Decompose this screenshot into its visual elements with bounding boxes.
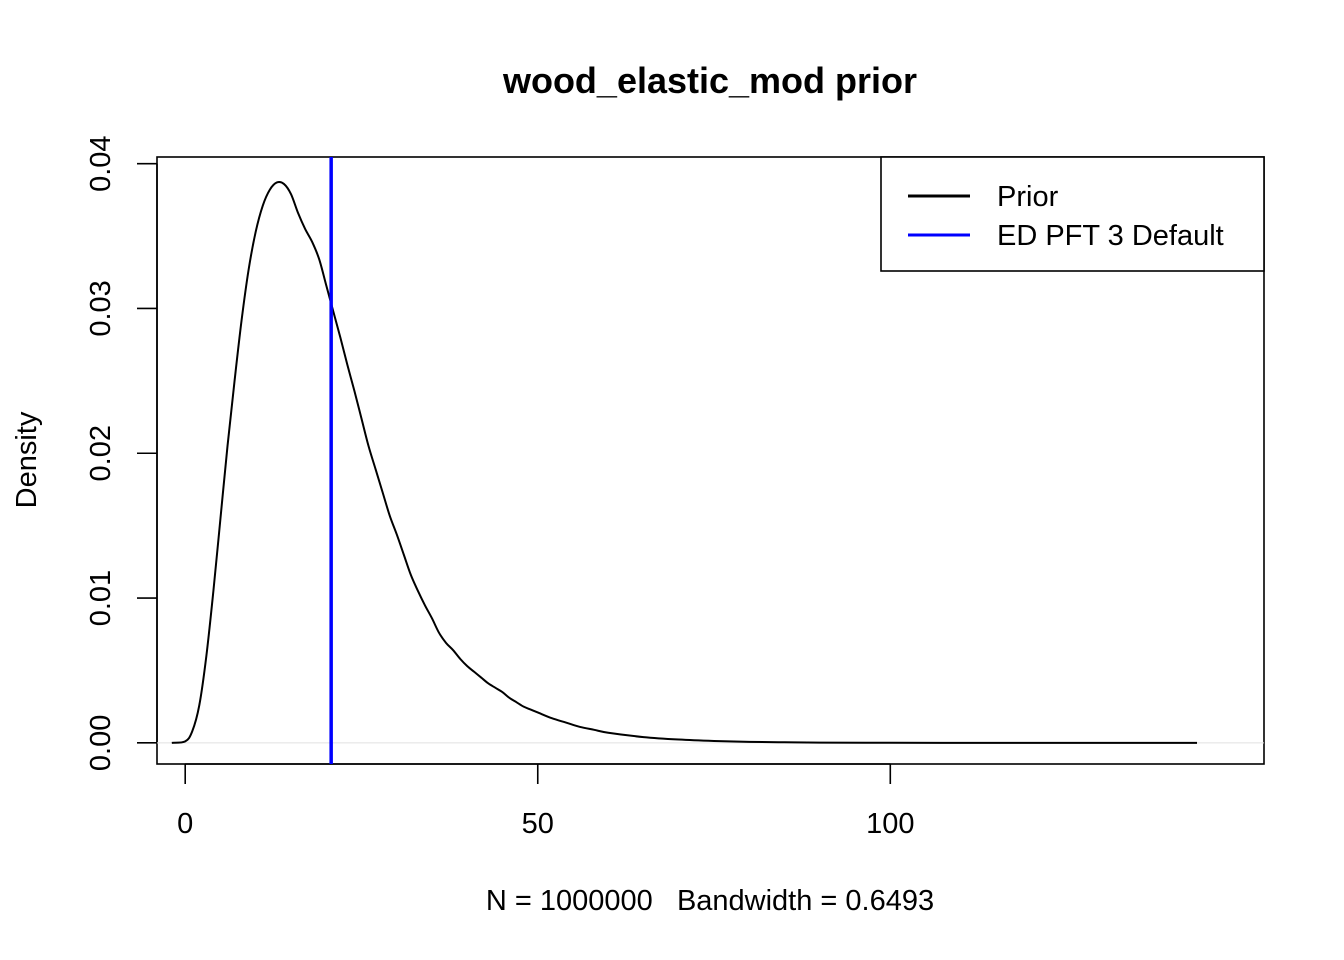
- y-tick-label: 0.03: [85, 280, 117, 336]
- y-tick-label: 0.01: [85, 570, 117, 626]
- x-tick-label: 0: [177, 808, 193, 840]
- legend-box: [880, 156, 1265, 272]
- legend-label-prior: Prior: [997, 181, 1059, 213]
- x-axis-label: N = 1000000 Bandwidth = 0.6493: [486, 885, 934, 917]
- y-tick-label: 0.04: [85, 135, 117, 191]
- x-tick-label: 100: [866, 808, 914, 840]
- chart-title: wood_elastic_mod prior: [502, 60, 917, 101]
- y-axis-label: Density: [11, 411, 43, 508]
- series-line-prior: [171, 181, 1198, 744]
- x-axis: 0 50 100: [177, 763, 914, 840]
- series-layer: [157, 181, 1264, 744]
- y-axis: 0.00 0.01 0.02 0.03 0.04: [85, 135, 158, 771]
- y-tick-label: 0.00: [85, 715, 117, 771]
- y-tick-label: 0.02: [85, 425, 117, 481]
- legend: Prior ED PFT 3 Default: [880, 156, 1265, 272]
- legend-label-ed-pft-3-default: ED PFT 3 Default: [997, 220, 1224, 252]
- x-tick-label: 50: [522, 808, 554, 840]
